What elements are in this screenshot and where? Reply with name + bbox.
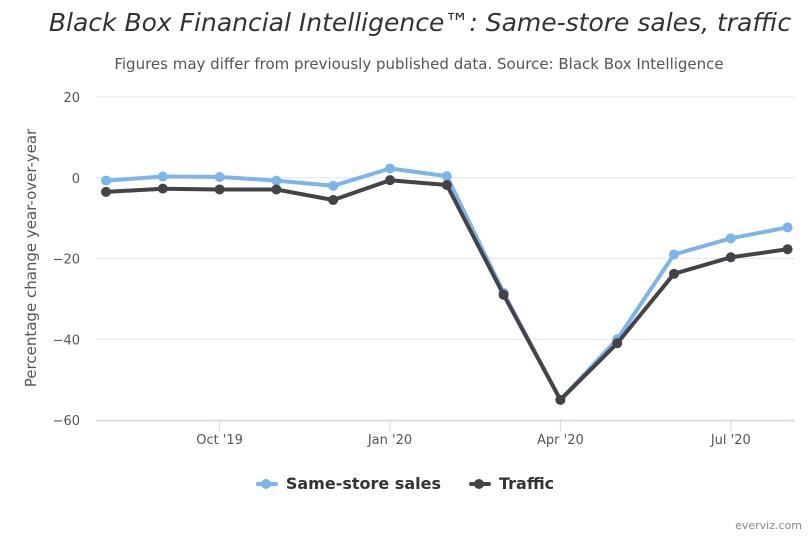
data-point bbox=[725, 233, 736, 244]
series-line bbox=[104, 178, 790, 402]
series-lines bbox=[101, 163, 793, 405]
data-point bbox=[782, 244, 793, 255]
legend-item-same-store-sales[interactable]: Same-store sales bbox=[255, 474, 441, 493]
series-traffic bbox=[101, 175, 793, 405]
series-same-store-sales bbox=[101, 163, 793, 405]
x-tick-label: Apr '20 bbox=[537, 433, 584, 448]
y-tick-label: −60 bbox=[53, 414, 80, 429]
credit-link[interactable]: everviz.com bbox=[735, 519, 802, 532]
x-tick-label: Jan '20 bbox=[367, 433, 412, 448]
data-point bbox=[669, 268, 679, 279]
x-tick-label: Jul '20 bbox=[710, 433, 751, 448]
y-tick-label: −20 bbox=[53, 253, 80, 268]
axes: 20 0 −20 −40 −60 Oct '19 Jan '20 Apr '20 Jul '20 bbox=[53, 91, 795, 448]
data-point bbox=[214, 171, 225, 182]
chart-subtitle: Figures may differ from previously publi… bbox=[114, 55, 724, 73]
data-point bbox=[385, 175, 395, 186]
data-point bbox=[669, 249, 679, 260]
legend-item-traffic[interactable]: Traffic bbox=[468, 474, 555, 493]
data-point bbox=[612, 338, 623, 349]
x-tick-label: Oct '19 bbox=[196, 433, 243, 448]
data-point bbox=[101, 175, 111, 186]
data-point bbox=[328, 180, 339, 191]
legend-marker-traffic bbox=[468, 478, 491, 489]
data-point bbox=[498, 289, 509, 300]
legend-marker-same-store-sales bbox=[255, 478, 278, 489]
data-point bbox=[725, 252, 736, 263]
data-point bbox=[555, 394, 566, 405]
data-point bbox=[157, 171, 168, 182]
data-point bbox=[271, 175, 282, 186]
data-point bbox=[271, 184, 282, 195]
y-tick-label: 20 bbox=[63, 91, 80, 106]
legend-label: Traffic bbox=[498, 474, 555, 493]
data-point bbox=[782, 222, 793, 233]
y-tick-label: −40 bbox=[53, 333, 80, 348]
legend-label: Same-store sales bbox=[285, 474, 441, 493]
data-point bbox=[157, 183, 168, 194]
gridlines bbox=[96, 96, 795, 421]
series-line bbox=[104, 166, 790, 402]
data-point bbox=[441, 180, 452, 191]
legend: Same-store sales Traffic bbox=[0, 474, 810, 493]
data-point bbox=[214, 184, 225, 195]
data-point bbox=[441, 171, 452, 182]
y-axis-label: Percentage change year-over-year bbox=[22, 128, 40, 387]
data-point bbox=[328, 194, 339, 205]
chart-title: Black Box Financial Intelligence™: Same-… bbox=[48, 8, 792, 37]
data-point bbox=[385, 163, 395, 174]
y-tick-label: 0 bbox=[72, 172, 80, 187]
data-point bbox=[101, 186, 111, 197]
